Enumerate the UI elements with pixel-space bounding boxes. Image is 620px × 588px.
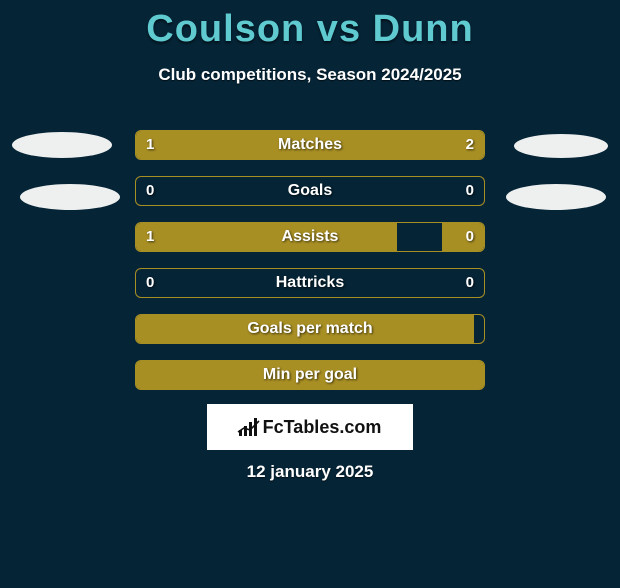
- stat-value-left: 0: [146, 269, 154, 297]
- stat-fill-left: [136, 223, 397, 251]
- brand-text: FcTables.com: [263, 417, 382, 438]
- stat-fill-left: [136, 131, 251, 159]
- subtitle: Club competitions, Season 2024/2025: [0, 65, 620, 85]
- stat-value-right: 0: [466, 177, 474, 205]
- stat-row: 0 0Goals: [135, 176, 485, 206]
- stat-value-right: 0: [466, 269, 474, 297]
- stat-fill-right: [251, 131, 484, 159]
- player-left-placeholder-1: [12, 132, 112, 158]
- player-left-placeholder-2: [20, 184, 120, 210]
- stat-row: Min per goal: [135, 360, 485, 390]
- stat-label: Goals: [136, 177, 484, 205]
- stat-value-left: 0: [146, 177, 154, 205]
- stat-fill-right: [136, 361, 484, 389]
- stat-row: 10Assists: [135, 222, 485, 252]
- date-label: 12 january 2025: [0, 462, 620, 482]
- comparison-chart: 12Matches00Goals10Assists00HattricksGoal…: [135, 130, 485, 406]
- stat-row: 12Matches: [135, 130, 485, 160]
- player-right-placeholder-1: [514, 134, 608, 158]
- stat-label: Hattricks: [136, 269, 484, 297]
- stat-fill-left: [136, 315, 474, 343]
- stat-row: 0 0Hattricks: [135, 268, 485, 298]
- stat-row: Goals per match: [135, 314, 485, 344]
- brand-badge: FcTables.com: [207, 404, 413, 450]
- bar-chart-icon: [239, 418, 257, 436]
- player-right-placeholder-2: [506, 184, 606, 210]
- stat-fill-right: [442, 223, 484, 251]
- page-title: Coulson vs Dunn: [0, 8, 620, 51]
